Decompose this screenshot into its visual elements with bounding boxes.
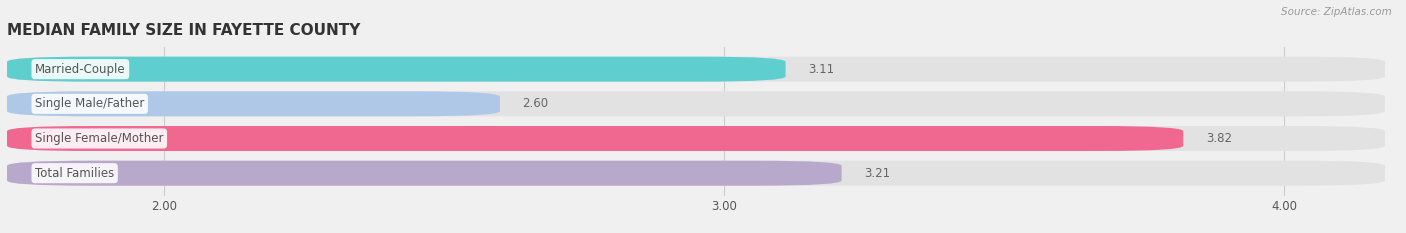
FancyBboxPatch shape [7, 91, 501, 116]
Text: 3.21: 3.21 [865, 167, 890, 180]
FancyBboxPatch shape [7, 161, 1385, 186]
FancyBboxPatch shape [7, 161, 842, 186]
Text: 3.82: 3.82 [1206, 132, 1232, 145]
Text: Married-Couple: Married-Couple [35, 63, 125, 76]
FancyBboxPatch shape [7, 126, 1385, 151]
Text: 3.11: 3.11 [808, 63, 834, 76]
Text: Total Families: Total Families [35, 167, 114, 180]
Text: MEDIAN FAMILY SIZE IN FAYETTE COUNTY: MEDIAN FAMILY SIZE IN FAYETTE COUNTY [7, 24, 360, 38]
Text: Single Male/Father: Single Male/Father [35, 97, 145, 110]
Text: Single Female/Mother: Single Female/Mother [35, 132, 163, 145]
FancyBboxPatch shape [7, 126, 1184, 151]
Text: 2.60: 2.60 [523, 97, 548, 110]
FancyBboxPatch shape [7, 57, 786, 82]
Text: Source: ZipAtlas.com: Source: ZipAtlas.com [1281, 7, 1392, 17]
FancyBboxPatch shape [7, 57, 1385, 82]
FancyBboxPatch shape [7, 91, 1385, 116]
